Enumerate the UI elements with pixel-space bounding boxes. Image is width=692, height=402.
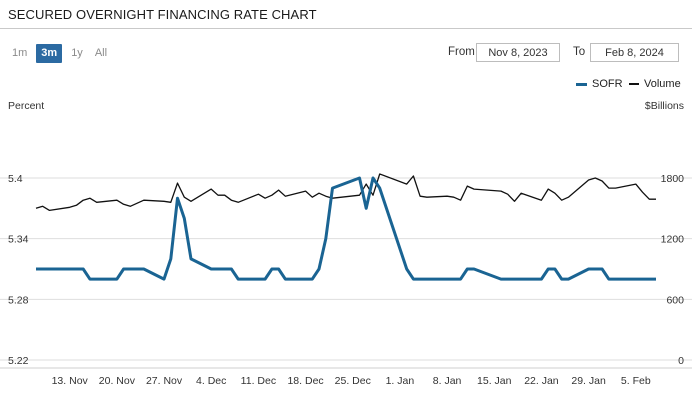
from-date-input[interactable]: Nov 8, 2023 [476,43,560,62]
x-tick-label: 13. Nov [52,375,89,387]
right-tick-label: 600 [666,294,684,306]
legend-item-volume[interactable]: Volume [629,78,681,90]
sofr-swatch [576,82,587,86]
to-label: To [573,46,586,58]
x-tick-label: 11. Dec [241,375,276,387]
legend-label-sofr: SOFR [592,78,623,90]
left-tick-label: 5.22 [8,355,29,367]
right-tick-label: 1200 [661,234,685,246]
volume-series-line [35,173,656,212]
x-tick-label: 27. Nov [146,375,183,387]
range-selector: 1m 3m 1y All [9,44,110,63]
right-tick-label: 1800 [661,173,685,185]
x-tick-label: 25. Dec [335,375,371,387]
x-tick-label: 18. Dec [287,375,323,387]
from-label: From [448,46,475,58]
range-3m-button[interactable]: 3m [36,44,63,63]
x-tick-label: 29. Jan [571,375,606,387]
range-all-button[interactable]: All [94,47,108,59]
x-tick-label: 20. Nov [99,375,136,387]
left-axis-title: Percent [8,100,45,112]
range-1m-button[interactable]: 1m [12,47,28,59]
right-axis-title: $Billions [644,100,684,112]
range-1y-button[interactable]: 1y [71,47,83,59]
x-tick-label: 22. Jan [524,375,559,387]
volume-swatch [629,83,639,85]
x-tick-label: 5. Feb [621,375,651,387]
legend-item-sofr[interactable]: SOFR [576,78,623,90]
x-tick-label: 1. Jan [386,375,415,387]
x-tick-label: 4. Dec [196,375,226,387]
left-tick-label: 5.34 [8,234,29,246]
x-tick-label: 15. Jan [477,375,512,387]
right-tick-label: 0 [678,355,684,367]
left-tick-label: 5.4 [8,173,23,185]
chart-title: SECURED OVERNIGHT FINANCING RATE CHART [8,7,317,22]
to-date-input[interactable]: Feb 8, 2024 [590,43,679,62]
title-divider [0,28,692,29]
sofr-series-line [36,176,656,281]
x-tick-label: 8. Jan [433,375,462,387]
left-tick-label: 5.28 [8,294,29,306]
legend-label-volume: Volume [644,78,681,90]
